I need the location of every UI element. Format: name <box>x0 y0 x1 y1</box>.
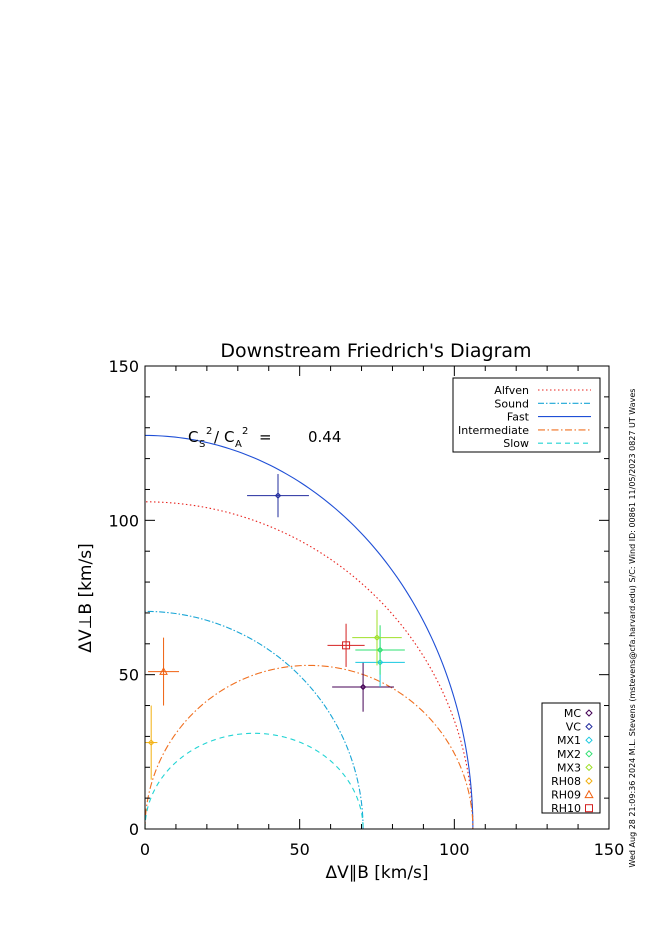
ratio-c1: C <box>188 428 198 446</box>
marker-rh08 <box>147 739 155 746</box>
marker-vc <box>274 492 282 499</box>
ratio-c2: C <box>224 428 234 446</box>
legend-label-fast: Fast <box>507 411 530 424</box>
legend-marker-mx3 <box>585 763 593 772</box>
legend-label-alfven: Alfven <box>494 384 529 397</box>
legend-marker-rh10 <box>585 804 593 813</box>
legend-label-intermediate: Intermediate <box>458 424 529 437</box>
ratio-sub-a: A <box>235 439 242 450</box>
y-tick-label: 100 <box>108 511 139 530</box>
side-note: Wed Aug 28 21:09:36 2024 M.L. Stevens (m… <box>628 389 637 868</box>
y-tick-label: 150 <box>108 357 139 376</box>
ratio-sub-s: S <box>199 439 205 450</box>
x-tick-label: 150 <box>594 840 625 859</box>
chart-title: Downstream Friedrich's Diagram <box>220 340 531 362</box>
ratio-annotation: C S 2 / C A 2 = 0.44 <box>188 426 341 450</box>
legend-label-vc: VC <box>566 721 582 734</box>
axis-tick-labels: 0 50 100 150 0 50 100 150 <box>108 357 624 859</box>
marker-mc <box>359 683 367 691</box>
legend-marker-vc <box>585 722 593 731</box>
x-tick-label: 50 <box>289 840 309 859</box>
y-axis-label: ΔV⊥B [km/s] <box>76 543 96 652</box>
data-point-vc <box>247 474 309 518</box>
axis-ticks <box>144 365 610 830</box>
data-point-mc <box>332 662 395 712</box>
legend-label-rh10: RH10 <box>551 802 581 815</box>
ratio-sup-1: 2 <box>206 426 212 437</box>
legend-marker-mx1 <box>585 736 593 744</box>
data-point-mx3 <box>352 609 402 666</box>
curve-layer <box>144 434 474 830</box>
ratio-slash: / <box>214 428 220 446</box>
legend-label-mx1: MX1 <box>557 734 581 747</box>
legend-label-mc: MC <box>564 707 581 720</box>
curve-intermediate <box>144 664 474 830</box>
plot-frame <box>144 365 610 830</box>
x-tick-label: 0 <box>140 840 150 859</box>
curve-alfven <box>144 501 474 830</box>
point-layer <box>145 474 405 780</box>
curve-fast <box>144 434 474 830</box>
data-point-rh10 <box>327 623 365 667</box>
legend-label-rh08: RH08 <box>551 775 581 788</box>
legend-marker-rh08 <box>585 777 593 785</box>
curve-slow <box>144 732 364 830</box>
y-tick-label: 50 <box>119 666 139 685</box>
marker-rh09 <box>159 667 168 675</box>
legend-label-slow: Slow <box>503 437 529 450</box>
x-tick-label: 100 <box>439 840 470 859</box>
legend-marker-rh09 <box>584 789 594 799</box>
x-axis-label: ΔV∥B [km/s] <box>325 863 428 883</box>
data-point-mx2 <box>355 625 405 675</box>
ratio-sup-2: 2 <box>242 426 248 437</box>
legend-label-rh09: RH09 <box>551 789 581 802</box>
legend-label-mx3: MX3 <box>557 761 581 774</box>
legend-label-mx2: MX2 <box>557 748 581 761</box>
data-point-rh09 <box>148 637 180 706</box>
marker-mx2 <box>376 646 384 654</box>
marker-mx3 <box>373 634 381 641</box>
data-point-rh08 <box>145 705 158 780</box>
y-tick-label: 0 <box>129 820 139 839</box>
curve-sound <box>144 610 364 830</box>
ratio-equals: = <box>259 428 272 446</box>
ratio-value: 0.44 <box>308 428 341 446</box>
marker-legend-box <box>541 702 601 814</box>
legend-marker-mx2 <box>585 750 593 758</box>
marker-rh10 <box>342 641 351 650</box>
legend-marker-mc <box>585 709 593 717</box>
legend-label-sound: Sound <box>494 397 529 410</box>
